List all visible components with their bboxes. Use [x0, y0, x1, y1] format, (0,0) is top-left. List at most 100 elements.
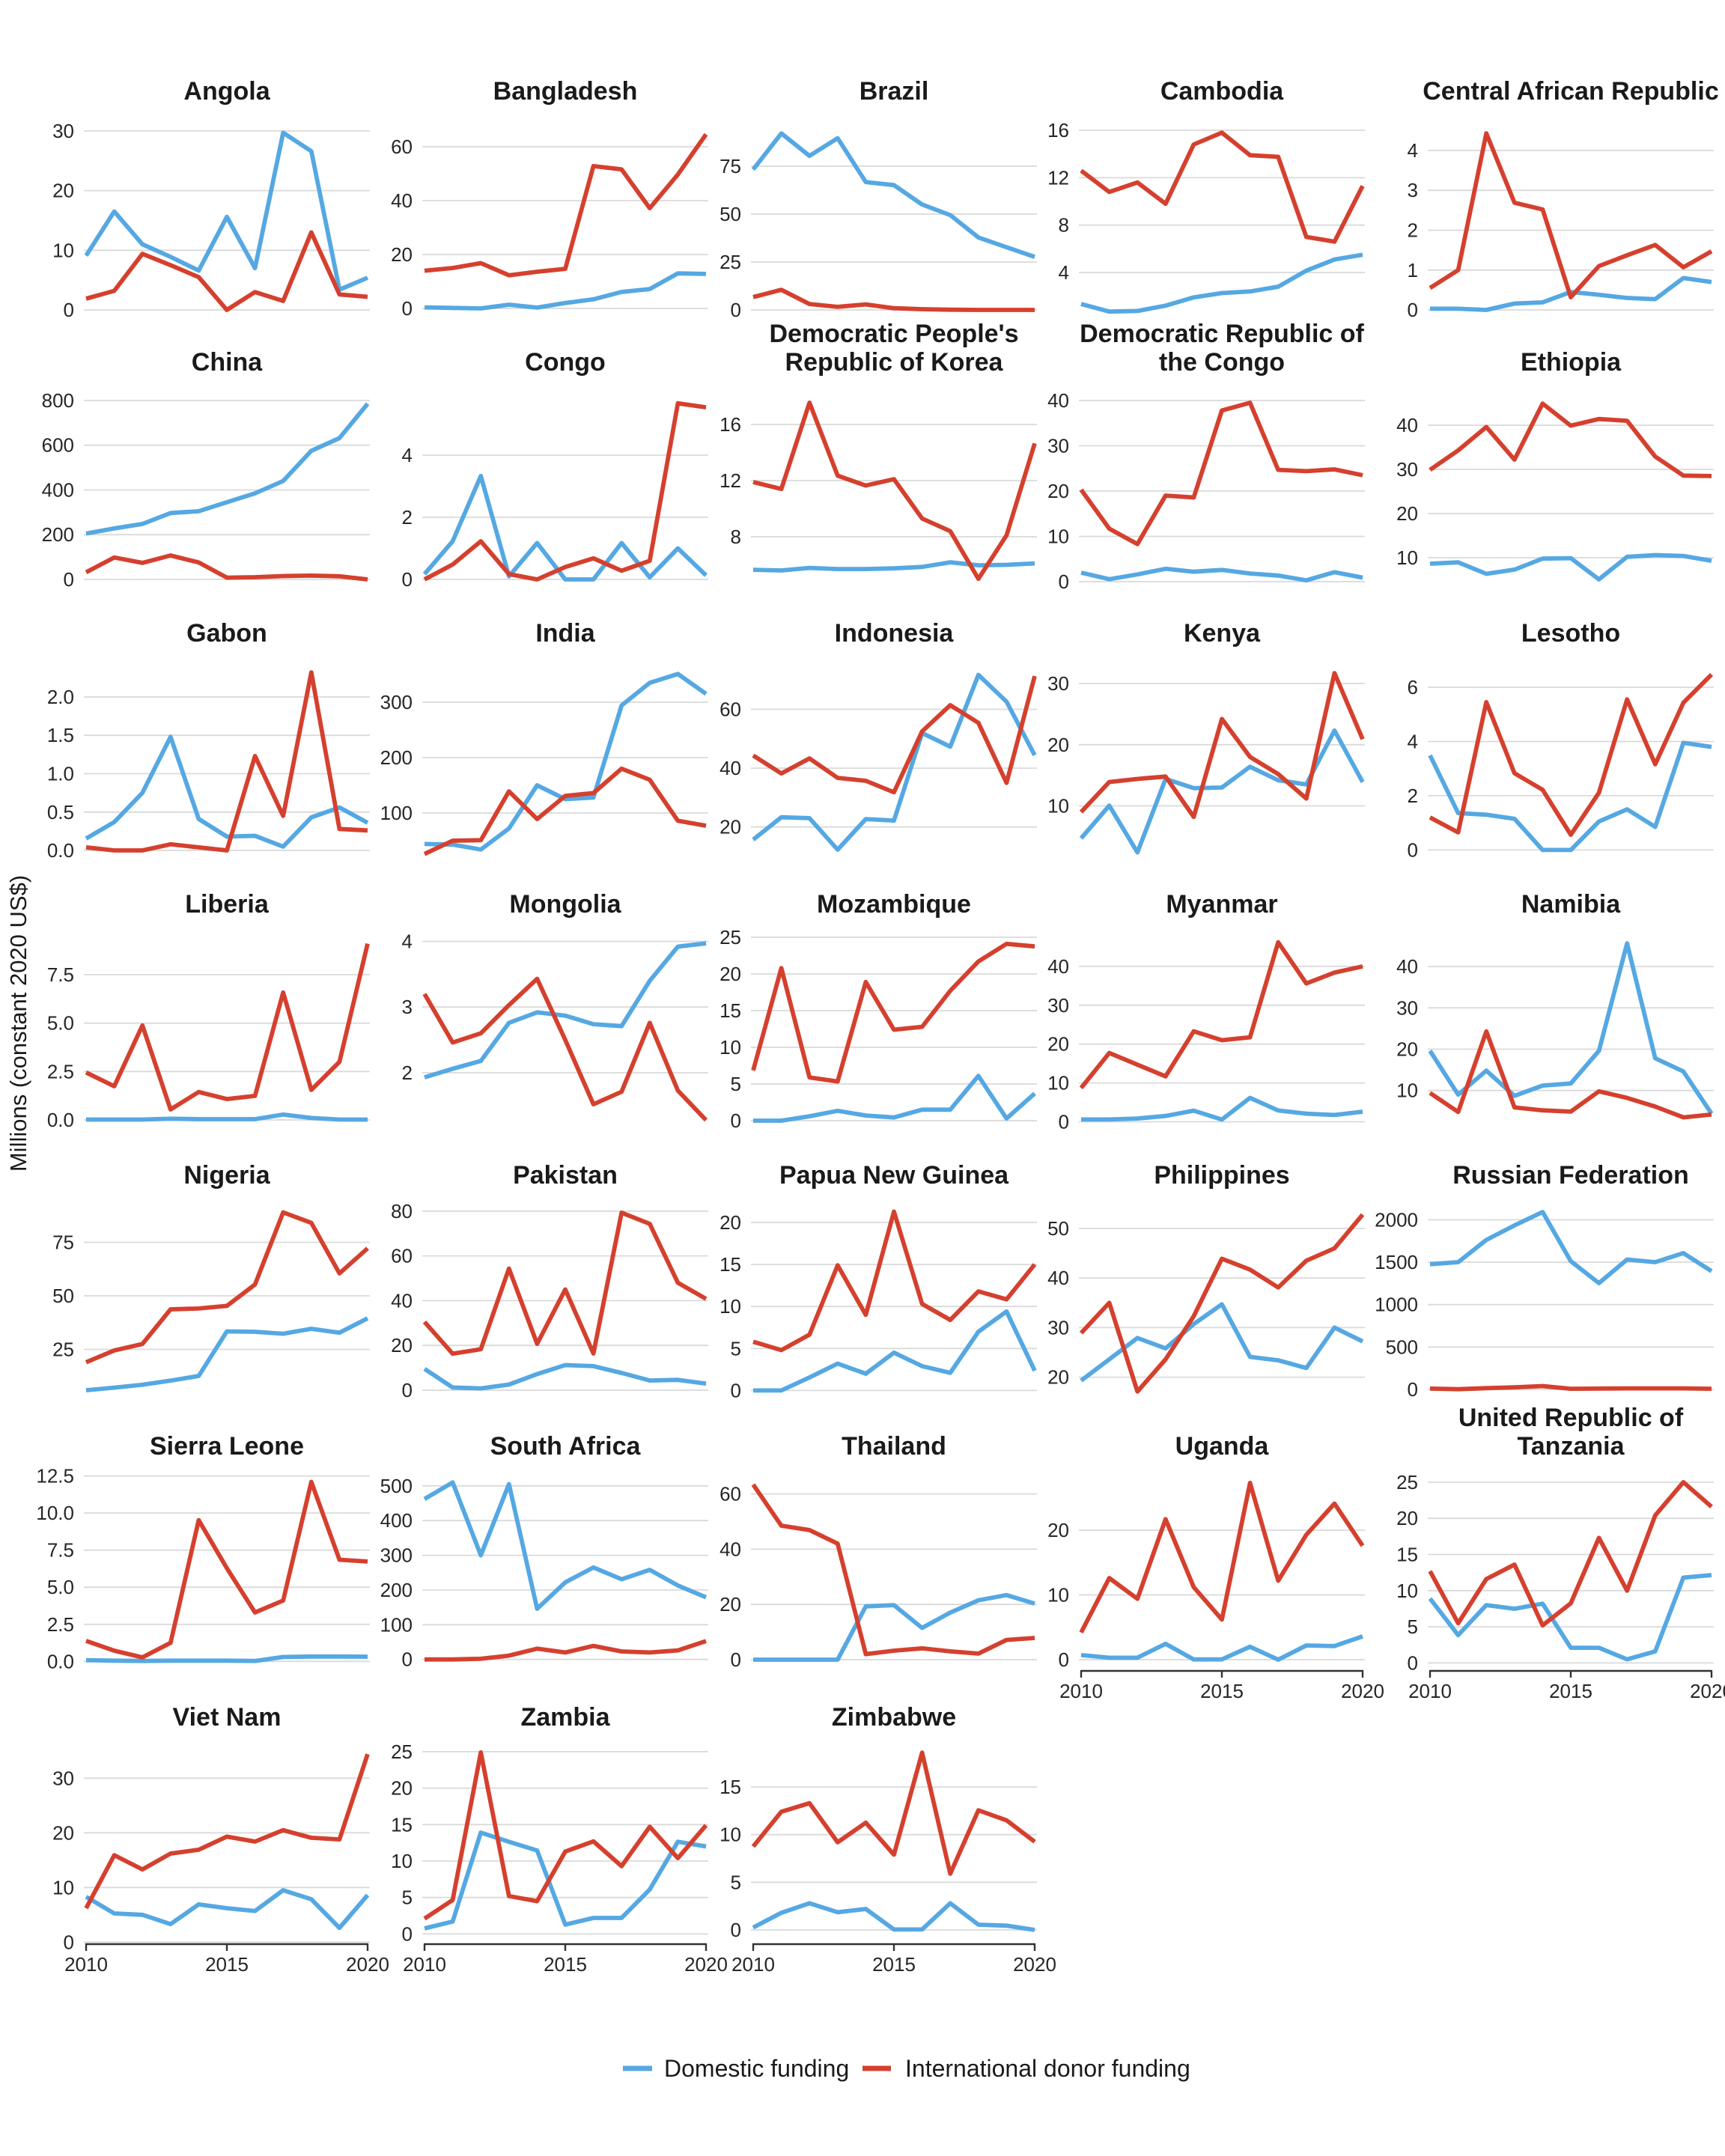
svg-text:200: 200 [380, 746, 413, 769]
svg-text:30: 30 [52, 1767, 74, 1789]
svg-text:40: 40 [719, 757, 741, 779]
svg-text:300: 300 [380, 1544, 413, 1567]
svg-text:Brazil: Brazil [860, 77, 929, 106]
svg-text:Mongolia: Mongolia [509, 890, 621, 919]
svg-text:20: 20 [391, 1334, 413, 1356]
svg-text:20: 20 [1396, 1038, 1418, 1061]
svg-text:25: 25 [1396, 1471, 1418, 1493]
svg-text:20: 20 [52, 1821, 74, 1844]
svg-text:0: 0 [1059, 1111, 1069, 1133]
svg-text:75: 75 [52, 1231, 74, 1254]
svg-text:4: 4 [1408, 139, 1418, 162]
svg-text:30: 30 [1047, 435, 1069, 457]
svg-text:Democratic Republic of: Democratic Republic of [1080, 320, 1364, 348]
svg-text:0: 0 [731, 1648, 741, 1671]
svg-text:25: 25 [719, 926, 741, 948]
svg-text:20: 20 [719, 1593, 741, 1616]
svg-text:15: 15 [719, 1776, 741, 1798]
svg-text:5: 5 [731, 1871, 741, 1893]
svg-text:2: 2 [402, 506, 413, 529]
svg-text:20: 20 [1047, 480, 1069, 502]
svg-text:500: 500 [380, 1475, 413, 1497]
svg-text:Liberia: Liberia [185, 890, 270, 919]
svg-text:Sierra Leone: Sierra Leone [150, 1432, 304, 1461]
svg-text:60: 60 [391, 135, 413, 158]
svg-text:10: 10 [719, 1295, 741, 1318]
svg-text:2020: 2020 [1690, 1680, 1725, 1702]
svg-text:3: 3 [1408, 179, 1418, 201]
svg-text:1.0: 1.0 [47, 763, 74, 785]
svg-text:20: 20 [1047, 734, 1069, 756]
svg-text:Democratic People's: Democratic People's [769, 320, 1018, 348]
svg-text:0: 0 [1408, 1378, 1418, 1401]
svg-text:10: 10 [719, 1036, 741, 1059]
svg-text:Bangladesh: Bangladesh [493, 77, 638, 106]
svg-text:5.0: 5.0 [47, 1012, 74, 1035]
svg-text:0: 0 [1059, 570, 1069, 593]
svg-text:2: 2 [1408, 219, 1418, 242]
svg-text:800: 800 [42, 389, 74, 412]
svg-text:25: 25 [391, 1741, 413, 1763]
svg-text:600: 600 [42, 434, 74, 457]
svg-text:60: 60 [719, 1483, 741, 1505]
svg-text:Nigeria: Nigeria [183, 1161, 270, 1190]
svg-text:30: 30 [52, 120, 74, 142]
svg-text:20: 20 [391, 243, 413, 266]
svg-text:0: 0 [1408, 1651, 1418, 1674]
svg-text:0: 0 [731, 1919, 741, 1941]
svg-text:10: 10 [52, 1876, 74, 1898]
svg-text:0: 0 [1059, 1648, 1069, 1671]
svg-text:16: 16 [719, 413, 741, 436]
svg-text:2000: 2000 [1375, 1208, 1418, 1231]
svg-text:6: 6 [1408, 676, 1418, 698]
svg-text:0: 0 [402, 1379, 413, 1401]
svg-text:Papua New Guinea: Papua New Guinea [779, 1161, 1009, 1190]
svg-text:2015: 2015 [872, 1953, 916, 1976]
svg-text:4: 4 [402, 931, 413, 953]
svg-text:40: 40 [1396, 955, 1418, 978]
svg-text:30: 30 [1047, 1316, 1069, 1339]
svg-text:300: 300 [380, 691, 413, 713]
svg-text:Cambodia: Cambodia [1160, 77, 1284, 106]
svg-text:8: 8 [1059, 214, 1069, 237]
svg-text:Zambia: Zambia [520, 1703, 610, 1732]
svg-text:Pakistan: Pakistan [513, 1161, 618, 1190]
svg-text:20: 20 [52, 180, 74, 202]
svg-text:Ethiopia: Ethiopia [1521, 348, 1622, 377]
svg-text:20: 20 [1396, 502, 1418, 525]
svg-text:Zimbabwe: Zimbabwe [832, 1703, 956, 1732]
svg-text:0: 0 [64, 299, 74, 321]
svg-text:Myanmar: Myanmar [1166, 890, 1277, 919]
svg-text:0: 0 [1408, 838, 1418, 861]
svg-text:2010: 2010 [1059, 1680, 1103, 1702]
svg-text:0: 0 [64, 1931, 74, 1953]
svg-text:Indonesia: Indonesia [835, 619, 955, 648]
svg-text:2010: 2010 [403, 1953, 446, 1976]
svg-text:2015: 2015 [1549, 1680, 1592, 1702]
svg-text:200: 200 [42, 523, 74, 546]
svg-text:40: 40 [1047, 1267, 1069, 1289]
svg-text:10: 10 [1047, 1072, 1069, 1094]
svg-text:30: 30 [1396, 458, 1418, 481]
svg-text:10: 10 [1047, 1584, 1069, 1607]
svg-text:25: 25 [52, 1339, 74, 1361]
svg-text:50: 50 [719, 203, 741, 225]
svg-text:60: 60 [391, 1245, 413, 1267]
svg-text:0: 0 [402, 1922, 413, 1945]
svg-text:Angola: Angola [183, 77, 270, 106]
svg-text:50: 50 [1047, 1217, 1069, 1240]
svg-text:40: 40 [719, 1538, 741, 1560]
svg-text:16: 16 [1047, 119, 1069, 141]
svg-text:India: India [535, 619, 595, 648]
svg-text:100: 100 [380, 802, 413, 824]
svg-text:0.0: 0.0 [47, 1650, 74, 1672]
svg-text:15: 15 [719, 999, 741, 1022]
svg-text:Philippines: Philippines [1154, 1161, 1289, 1190]
svg-text:12: 12 [1047, 166, 1069, 189]
svg-text:Viet Nam: Viet Nam [173, 1703, 282, 1732]
svg-text:2010: 2010 [64, 1953, 108, 1976]
svg-text:South Africa: South Africa [490, 1432, 642, 1461]
svg-text:2020: 2020 [1013, 1953, 1056, 1976]
svg-text:2015: 2015 [1200, 1680, 1244, 1702]
svg-text:20: 20 [1047, 1033, 1069, 1056]
